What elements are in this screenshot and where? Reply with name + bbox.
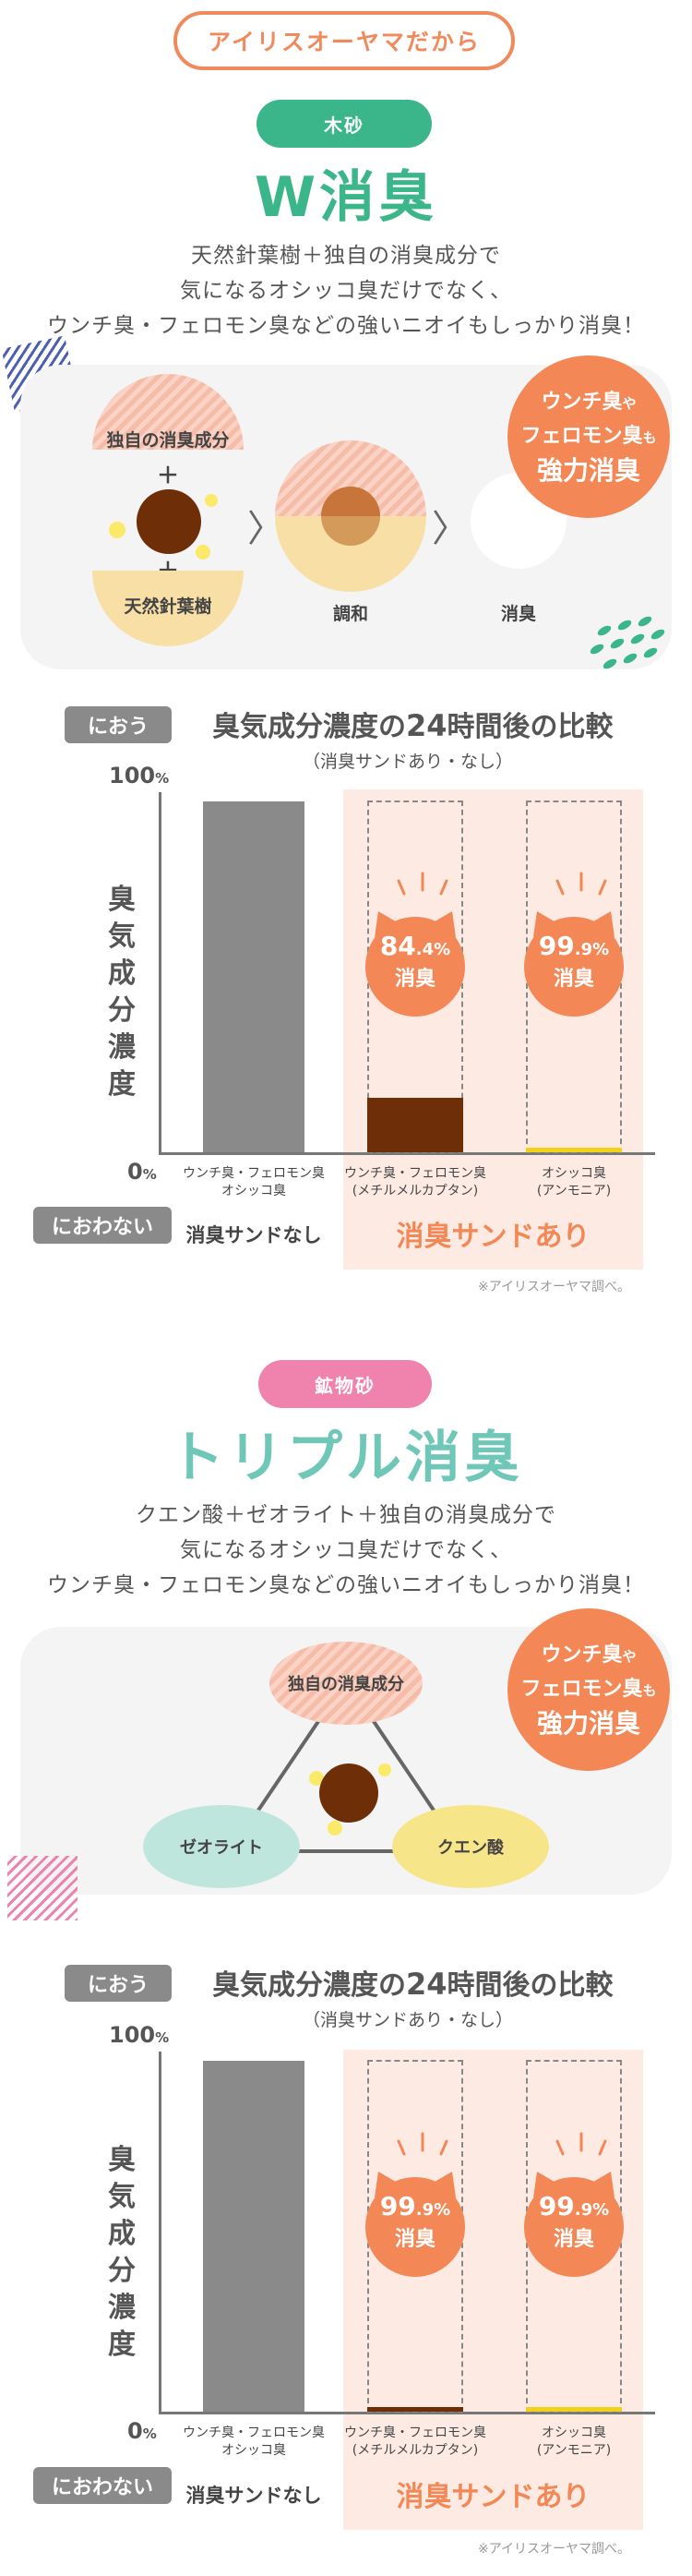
no-smell-tag: におわない: [33, 1207, 172, 1244]
badge-line: ウンチ臭や: [541, 1643, 637, 1667]
desc-line: 気になるオシッコ臭だけでなく、: [180, 279, 512, 303]
particle-icon: [328, 1821, 342, 1836]
chart-title: 臭気成分濃度の24時間後の比較: [212, 1967, 614, 2002]
bottom-component-label: 天然針葉樹: [124, 596, 212, 617]
x-category-label: ウンチ臭・フェロモン臭 オシッコ臭: [183, 2426, 325, 2458]
rate-label: 消臭: [553, 968, 594, 991]
bar-ammonia: [526, 1148, 622, 1152]
decor-stripes-pink: [7, 1856, 78, 1920]
particle-icon: [378, 1763, 391, 1776]
rate-value: 99.9%: [379, 2191, 451, 2221]
particle-icon: [109, 522, 125, 538]
rate-label: 消臭: [553, 2228, 594, 2251]
y-axis-label: 臭気成分濃度: [108, 884, 136, 1101]
rate-label: 消臭: [394, 968, 435, 991]
wood-sand-tag: 木砂: [257, 100, 432, 148]
mineral-pellet-icon: [319, 1763, 378, 1823]
y-min-label: 0%: [127, 1159, 157, 1185]
mineral-sand-tag: 鉱物砂: [258, 1360, 432, 1408]
y-axis-line: [159, 2052, 161, 2413]
y-max-label: 100%: [109, 2022, 170, 2048]
rate-value: 99.9%: [538, 2191, 610, 2221]
x-category-label: ウンチ臭・フェロモン臭 オシッコ臭: [183, 1166, 325, 1198]
badge-line: ウンチ臭や: [541, 391, 637, 414]
badge-line: フェロモン臭も: [520, 425, 657, 448]
bar-ammonia: [526, 2407, 622, 2412]
mixed-circle-icon: [275, 440, 426, 592]
badge-line: 強力消臭: [536, 455, 640, 486]
desc-line: ウンチ臭・フェロモン臭などの強いニオイもしっかり消臭！: [47, 314, 645, 338]
badge-line: フェロモン臭も: [520, 1678, 657, 1701]
desc-line: 気になるオシッコ臭だけでなく、: [180, 1538, 512, 1562]
particle-icon: [196, 545, 210, 560]
group-with-sand-label: 消臭サンドあり: [396, 1221, 591, 1253]
with-sand-region: [343, 789, 643, 1270]
w-deodorize-title: W消臭: [254, 165, 438, 230]
source-note: ※アイリスオーヤマ調べ。: [478, 2542, 631, 2557]
desc-line: 天然針葉樹＋独自の消臭成分で: [191, 244, 501, 268]
citric-acid-circle: クエン酸: [392, 1805, 549, 1888]
strong-deodorize-badge: ウンチ臭や フェロモン臭も 強力消臭: [507, 355, 670, 518]
sparkle-icon: [395, 2128, 450, 2156]
chevron-right-icon: 〉: [432, 508, 469, 550]
desc-line: クエン酸＋ゼオライト＋独自の消臭成分で: [136, 1503, 556, 1527]
group-no-sand-label: 消臭サンドなし: [185, 2485, 322, 2507]
x-category-label: ウンチ臭・フェロモン臭 (メチルメルカプタン): [344, 1166, 486, 1198]
y-min-label: 0%: [127, 2418, 157, 2444]
cedar-pellet-icon: [137, 489, 201, 554]
sparkle-icon: [395, 868, 450, 896]
bar-methyl-mercaptan: [367, 2407, 463, 2412]
chart-subtitle: （消臭サンドあり・なし）: [303, 752, 514, 772]
x-category-label: ウンチ臭・フェロモン臭 (メチルメルカプタン): [344, 2426, 486, 2458]
decor-green-dashes: [586, 614, 669, 679]
x-axis-line: [159, 1152, 655, 1155]
smells-tag: におう: [65, 1965, 172, 2002]
zeolite-circle: ゼオライト: [143, 1805, 300, 1888]
sparkle-icon: [554, 868, 609, 896]
mix-label: 調和: [332, 604, 368, 624]
original-deodorizer-circle: 独自の消臭成分: [269, 1642, 423, 1725]
y-axis-label: 臭気成分濃度: [108, 2144, 136, 2361]
with-sand-region: [343, 2050, 643, 2530]
top-component-label: 独自の消臭成分: [106, 430, 230, 451]
deodorize-rate-badge: 99.9% 消臭: [520, 2170, 627, 2277]
triple-deodorize-title: トリプル消臭: [169, 1426, 523, 1490]
bar-methyl-mercaptan: [367, 1098, 463, 1152]
brand-pill: アイリスオーヤマだから: [173, 11, 515, 70]
chart-title: 臭気成分濃度の24時間後の比較: [212, 708, 614, 743]
plus-sign: ＋: [157, 463, 179, 488]
badge-line: 強力消臭: [536, 1708, 640, 1739]
chart-subtitle: （消臭サンドあり・なし）: [303, 2010, 514, 2030]
rate-value: 84.4%: [379, 931, 451, 961]
particle-icon: [205, 494, 218, 507]
x-axis-line: [159, 2412, 655, 2414]
x-category-label: オシッコ臭 (アンモニア): [536, 1166, 612, 1198]
triangle-connector: [227, 1677, 465, 1853]
group-with-sand-label: 消臭サンドあり: [396, 2481, 591, 2513]
rate-label: 消臭: [394, 2228, 435, 2251]
y-max-label: 100%: [109, 763, 170, 788]
no-smell-tag: におわない: [33, 2467, 172, 2504]
group-no-sand-label: 消臭サンドなし: [185, 1224, 322, 1246]
strong-deodorize-badge: ウンチ臭や フェロモン臭も 強力消臭: [507, 1608, 670, 1771]
result-label: 消臭: [500, 604, 536, 624]
bar-no-sand: [203, 801, 304, 1152]
desc-line: ウンチ臭・フェロモン臭などの強いニオイもしっかり消臭！: [47, 1573, 645, 1597]
deodorize-rate-badge: 99.9% 消臭: [520, 909, 627, 1017]
y-axis-line: [159, 792, 161, 1154]
rate-value: 99.9%: [538, 931, 610, 961]
deodorize-rate-badge: 84.4% 消臭: [362, 909, 469, 1017]
smells-tag: におう: [65, 706, 172, 743]
x-category-label: オシッコ臭 (アンモニア): [536, 2426, 612, 2458]
section2-description: クエン酸＋ゼオライト＋独自の消臭成分で 気になるオシッコ臭だけでなく、 ウンチ臭…: [0, 1498, 692, 1603]
source-note: ※アイリスオーヤマ調べ。: [478, 1280, 631, 1294]
sparkle-icon: [554, 2128, 609, 2156]
bar-no-sand: [203, 2061, 304, 2412]
deodorize-rate-badge: 99.9% 消臭: [362, 2170, 469, 2277]
section1-description: 天然針葉樹＋独自の消臭成分で 気になるオシッコ臭だけでなく、 ウンチ臭・フェロモ…: [0, 238, 692, 343]
